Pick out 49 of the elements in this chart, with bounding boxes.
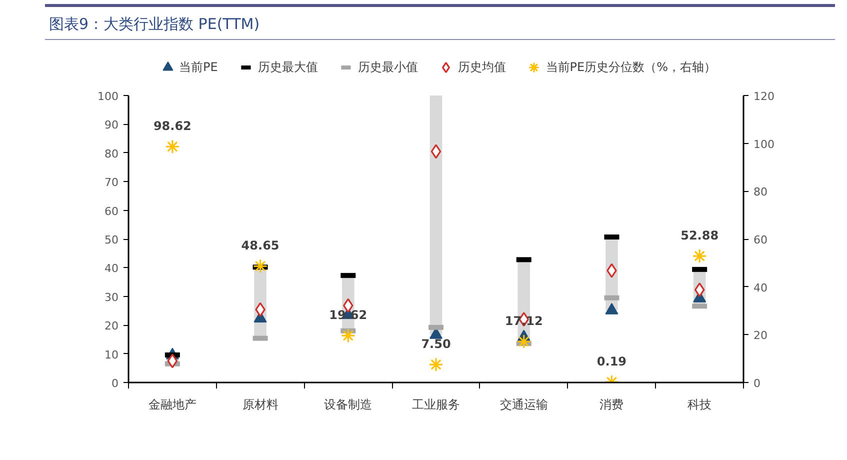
legend-label: 当前PE历史分位数（%，右轴）: [546, 58, 716, 76]
data-label: 98.62: [153, 119, 192, 134]
point: [165, 139, 180, 154]
legend-label: 当前PE: [178, 58, 218, 76]
x-tick-label: 金融地产: [148, 398, 196, 412]
data-label: 0.19: [596, 354, 627, 369]
x-tick-label: 原材料: [242, 398, 278, 412]
y-tick-label: 70: [104, 176, 119, 190]
point: [167, 354, 178, 368]
y-tick-label: 90: [104, 118, 119, 132]
y-tick-label: 40: [104, 262, 119, 276]
y2-tick-label: 20: [754, 329, 768, 342]
y-tick-label: 80: [104, 147, 119, 160]
point: [255, 302, 266, 317]
y-tick-label: 10: [104, 348, 119, 362]
point: [692, 248, 707, 264]
x-tick-label: 工业服务: [412, 398, 460, 412]
y2-tick-label: 0: [754, 377, 760, 390]
legend-label: 历史最大值: [258, 58, 318, 76]
legend-label: 历史均值: [458, 58, 506, 76]
x-tick-label: 消费: [600, 398, 624, 412]
y-tick-label: 60: [104, 204, 119, 218]
point: [516, 334, 532, 349]
chart-title: 图表9：大类行业指数 PE(TTM): [49, 14, 260, 34]
legend-label: 历史最小值: [358, 58, 418, 76]
y-tick-label: 30: [104, 290, 119, 304]
point: [605, 303, 618, 314]
point: [430, 144, 442, 159]
x-tick-label: 交通运输: [500, 398, 548, 412]
y2-tick-label: 100: [754, 138, 774, 151]
x-tick-label: 设备制造: [324, 398, 372, 412]
y2-tick-label: 80: [754, 186, 768, 199]
y-tick-label: 0: [112, 377, 118, 390]
y-tick-label: 100: [98, 90, 119, 103]
point: [252, 258, 268, 274]
point: [340, 328, 356, 343]
point: [428, 357, 444, 372]
y-tick-label: 20: [104, 320, 119, 333]
y-tick-label: 50: [104, 234, 119, 246]
bar: [430, 96, 442, 335]
x-tick-label: 科技: [688, 398, 712, 412]
y2-tick-label: 120: [754, 90, 774, 103]
point: [694, 282, 705, 298]
data-label: 48.65: [241, 238, 280, 253]
data-label: 52.88: [680, 228, 719, 243]
y2-tick-label: 40: [754, 281, 768, 294]
data-label: 7.50: [421, 337, 451, 352]
y2-tick-label: 60: [754, 234, 768, 246]
point: [606, 263, 617, 278]
